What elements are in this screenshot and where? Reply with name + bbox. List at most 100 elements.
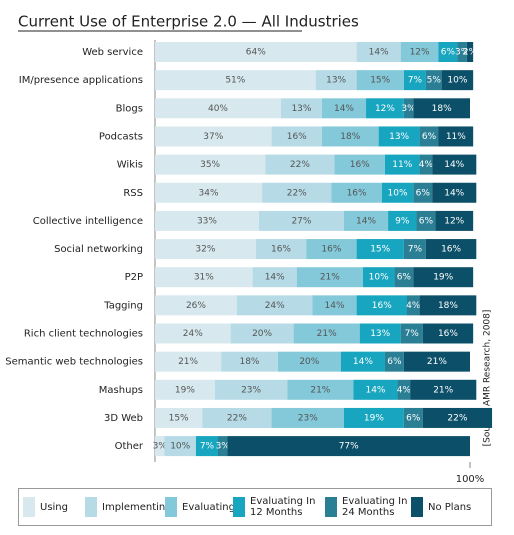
legend-label: Evaluating bbox=[182, 501, 235, 513]
value-label: 31% bbox=[194, 273, 214, 283]
value-label: 14% bbox=[444, 188, 464, 198]
legend-label: No Plans bbox=[428, 501, 472, 513]
bar-segment bbox=[394, 267, 414, 288]
bar-segment bbox=[432, 154, 477, 175]
category-label: Wikis bbox=[117, 160, 143, 171]
value-label: 18% bbox=[432, 104, 452, 114]
legend-swatch bbox=[85, 497, 97, 517]
bar-segment bbox=[438, 126, 474, 147]
value-label: 10% bbox=[447, 76, 467, 86]
legend: Using Implementing Evaluating Evaluating In… bbox=[18, 488, 492, 526]
bar-segment bbox=[457, 42, 467, 62]
bar-segment bbox=[438, 42, 458, 62]
value-label: 33% bbox=[197, 216, 217, 226]
bar-segment bbox=[356, 70, 404, 91]
bar-segment bbox=[155, 126, 272, 147]
bar-segment bbox=[432, 182, 477, 203]
legend-label: Implementing bbox=[102, 501, 172, 513]
value-label: 22% bbox=[227, 413, 247, 423]
value-label: 16% bbox=[441, 245, 461, 255]
bar-segment bbox=[400, 323, 423, 344]
value-label: 51% bbox=[225, 76, 245, 86]
value-label: 13% bbox=[291, 104, 311, 114]
bar-segment bbox=[413, 98, 470, 119]
value-label: 26% bbox=[186, 301, 206, 311]
bar-segment bbox=[340, 351, 385, 372]
value-label: 13% bbox=[370, 329, 390, 339]
legend-item: No Plans bbox=[411, 497, 491, 517]
value-label: 13% bbox=[326, 76, 346, 86]
category-label: Social networking bbox=[54, 244, 143, 255]
value-label: 24% bbox=[265, 301, 285, 311]
bar-segment bbox=[344, 210, 389, 231]
bar-segment bbox=[155, 267, 253, 288]
bar-segment bbox=[410, 379, 477, 400]
value-label: 37% bbox=[203, 132, 223, 142]
value-label: 32% bbox=[195, 245, 215, 255]
value-label: 18% bbox=[340, 132, 360, 142]
bar-segment bbox=[236, 295, 313, 316]
value-label: 35% bbox=[200, 160, 220, 170]
bar-segment bbox=[293, 323, 360, 344]
chart-title: Current Use of Enterprise 2.0 — All Indu… bbox=[18, 13, 359, 31]
category-label: Rich client technologies bbox=[24, 329, 143, 340]
bar-segment bbox=[230, 323, 294, 344]
source-note: [Source: AMR Research, 2008] bbox=[483, 310, 493, 447]
bar-segment bbox=[155, 407, 203, 428]
value-label: 12% bbox=[375, 104, 395, 114]
bar-segment bbox=[315, 70, 357, 91]
bar-segment bbox=[155, 70, 316, 91]
bar-segment bbox=[416, 210, 436, 231]
value-label: 16% bbox=[350, 160, 370, 170]
value-label: 21% bbox=[427, 357, 447, 367]
bar-segment bbox=[306, 239, 357, 260]
bar-segment bbox=[353, 379, 398, 400]
value-label: 20% bbox=[252, 329, 272, 339]
bar-segment bbox=[155, 98, 281, 119]
value-label: 24% bbox=[183, 329, 203, 339]
category-label: Blogs bbox=[116, 103, 143, 114]
value-label: 14% bbox=[365, 385, 385, 395]
category-label: Other bbox=[115, 441, 144, 452]
bar-segment bbox=[400, 42, 439, 62]
value-label: 19% bbox=[433, 273, 453, 283]
value-label: 15% bbox=[370, 245, 390, 255]
bar-segment bbox=[356, 42, 401, 62]
value-label: 3% bbox=[216, 442, 231, 452]
value-label: 18% bbox=[438, 301, 458, 311]
bar-segment bbox=[466, 42, 474, 62]
bar-segment bbox=[221, 351, 278, 372]
bar-segment bbox=[425, 70, 442, 91]
value-label: 5% bbox=[427, 76, 442, 86]
bar-segment bbox=[362, 267, 395, 288]
bar-segment bbox=[258, 210, 344, 231]
bar-segment bbox=[384, 154, 420, 175]
bar-segment bbox=[419, 295, 477, 316]
value-label: 6% bbox=[422, 132, 437, 142]
legend-swatch bbox=[23, 497, 35, 517]
value-label: 64% bbox=[246, 48, 266, 58]
bar-segment bbox=[366, 98, 404, 119]
bar-segment bbox=[356, 239, 404, 260]
value-label: 14% bbox=[444, 160, 464, 170]
value-label: 7% bbox=[408, 245, 423, 255]
value-label: 40% bbox=[208, 104, 228, 114]
bar-segment bbox=[155, 42, 357, 62]
value-label: 21% bbox=[320, 273, 340, 283]
bar-segment bbox=[422, 323, 474, 344]
bar-segment bbox=[155, 154, 266, 175]
legend-label: Evaluating In 24 Months bbox=[342, 496, 408, 518]
category-label: Tagging bbox=[103, 300, 143, 311]
bar-segment bbox=[202, 407, 272, 428]
category-label: Mashups bbox=[99, 385, 143, 396]
legend-item: Implementing bbox=[85, 497, 172, 517]
bar-segment bbox=[312, 295, 357, 316]
value-label: 16% bbox=[372, 301, 392, 311]
bar-segment bbox=[397, 379, 411, 400]
value-label: 6% bbox=[387, 357, 402, 367]
value-label: 7% bbox=[405, 329, 420, 339]
value-label: 6% bbox=[397, 273, 412, 283]
bar-segment bbox=[403, 351, 470, 372]
bar-segment bbox=[321, 98, 367, 119]
value-label: 10% bbox=[170, 442, 190, 452]
